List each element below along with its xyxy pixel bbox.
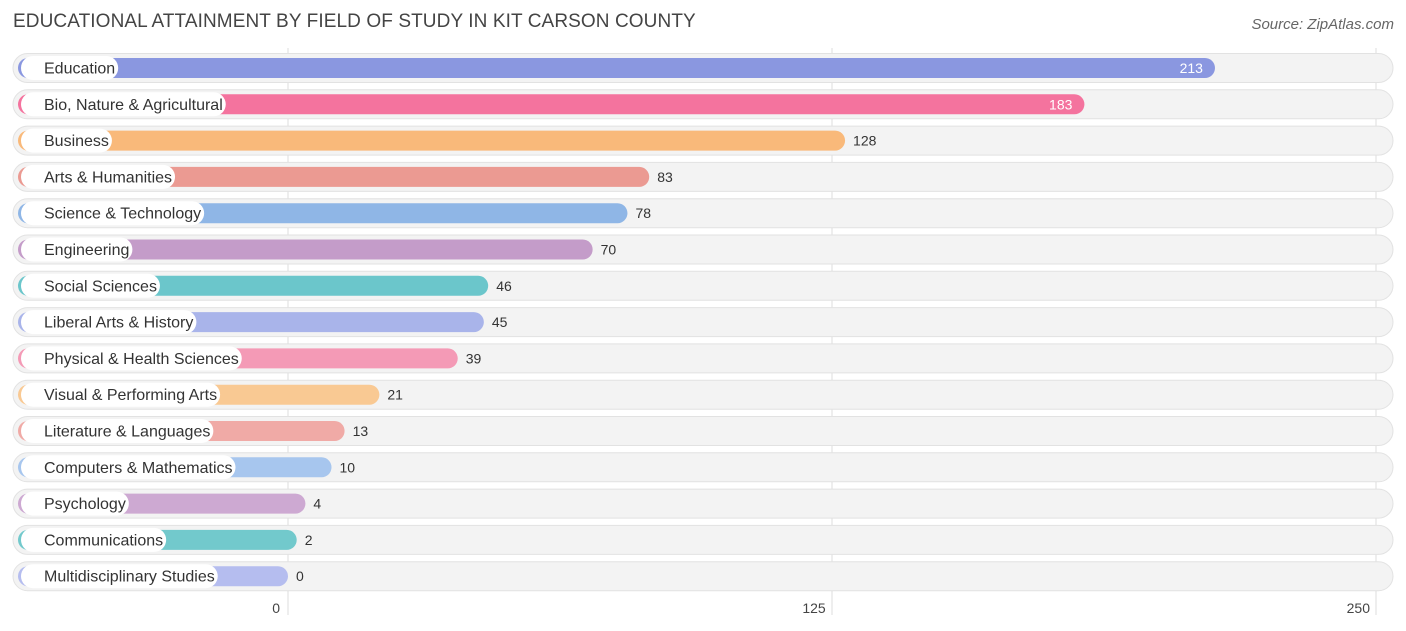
bar-row: Visual & Performing Arts 21 <box>12 379 1394 410</box>
category-label-pill <box>21 237 133 262</box>
value-label: 45 <box>492 314 508 330</box>
category-label-pill <box>21 346 242 371</box>
category-label: Arts & Humanities <box>44 169 172 186</box>
category-label: Business <box>44 133 109 150</box>
bar-row: Social Sciences 46 <box>12 270 1394 301</box>
bar-row: Business 128 <box>12 125 1394 156</box>
bar-track <box>12 452 1394 483</box>
x-tick-label: 250 <box>1347 600 1371 616</box>
category-label-pill <box>21 564 218 589</box>
bar-row: Engineering 70 <box>12 234 1394 265</box>
bar-track <box>12 488 1394 519</box>
x-tick-label: 0 <box>272 600 280 616</box>
value-label: 128 <box>853 133 877 149</box>
bar <box>18 94 1085 115</box>
category-label-pill <box>21 273 160 298</box>
bar-track <box>12 561 1394 592</box>
category-label-pill <box>21 455 236 480</box>
bar <box>18 239 593 260</box>
category-label: Liberal Arts & History <box>44 315 193 332</box>
category-label: Engineering <box>44 242 129 259</box>
category-label-pill <box>21 527 167 552</box>
category-label-pill <box>21 419 214 443</box>
category-label: Social Sciences <box>44 278 157 295</box>
category-label: Literature & Languages <box>44 424 210 441</box>
value-label: 213 <box>1180 60 1204 76</box>
category-label-pill <box>21 128 112 153</box>
value-label: 70 <box>601 242 617 258</box>
category-label-pill <box>21 164 176 189</box>
category-label: Science & Technology <box>44 206 201 223</box>
value-label: 13 <box>353 423 369 439</box>
value-label: 0 <box>296 568 304 584</box>
bar <box>18 58 1215 78</box>
bar-row: Education 213 <box>12 53 1394 83</box>
category-label-pill <box>21 382 221 407</box>
value-label: 2 <box>305 532 313 548</box>
bar-row: Science & Technology 78 <box>12 198 1394 229</box>
bar <box>18 130 846 151</box>
bar-row: Psychology 4 <box>12 488 1394 519</box>
value-label: 10 <box>340 459 356 475</box>
category-label: Education <box>44 61 115 78</box>
category-label: Visual & Performing Arts <box>44 387 217 404</box>
bar-track <box>12 524 1394 555</box>
value-label: 4 <box>313 496 321 512</box>
bar-row: Multidisciplinary Studies 0 <box>12 561 1394 592</box>
value-label: 39 <box>466 350 482 366</box>
bar-row: Liberal Arts & History 45 <box>12 307 1394 338</box>
value-label: 183 <box>1049 96 1073 112</box>
value-label: 21 <box>387 387 403 403</box>
category-label: Physical & Health Sciences <box>44 351 239 368</box>
bar-track <box>12 416 1394 446</box>
bar-row: Arts & Humanities 83 <box>12 161 1394 192</box>
category-label: Computers & Mathematics <box>44 460 233 477</box>
bar <box>18 166 650 187</box>
category-label: Bio, Nature & Agricultural <box>44 97 223 114</box>
bar-row: Bio, Nature & Agricultural 183 <box>12 89 1394 120</box>
bar-row: Communications 2 <box>12 524 1394 555</box>
value-label: 46 <box>496 278 512 294</box>
category-label-pill <box>21 201 205 226</box>
category-label-pill <box>21 491 129 516</box>
value-label: 78 <box>635 205 651 221</box>
bar-row: Literature & Languages 13 <box>12 416 1394 446</box>
value-label: 83 <box>657 169 673 185</box>
category-label: Communications <box>44 532 163 549</box>
category-label: Psychology <box>44 496 126 513</box>
x-tick-label: 125 <box>802 600 826 616</box>
source-credit: Source: ZipAtlas.com <box>1251 16 1394 33</box>
category-label-pill <box>21 92 226 117</box>
chart-title: EDUCATIONAL ATTAINMENT BY FIELD OF STUDY… <box>13 11 696 32</box>
bar-row: Physical & Health Sciences 39 <box>12 343 1394 374</box>
bar-row: Computers & Mathematics 10 <box>12 452 1394 483</box>
category-label-pill <box>21 310 197 335</box>
category-label-pill <box>21 56 119 80</box>
category-label: Multidisciplinary Studies <box>44 569 215 586</box>
